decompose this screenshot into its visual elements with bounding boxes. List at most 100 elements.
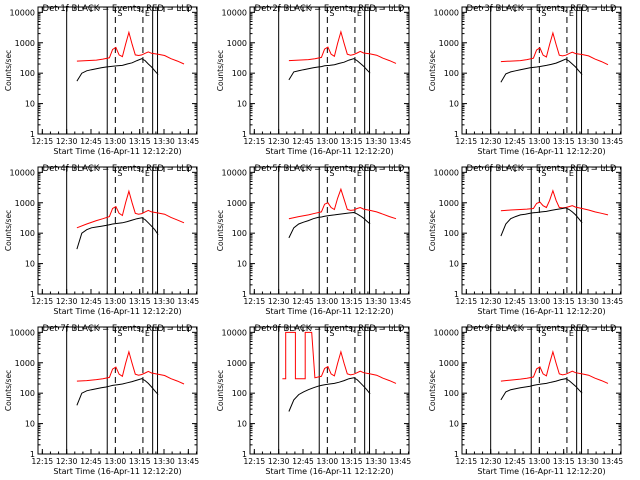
lld-series-line — [500, 349, 609, 384]
y-tick-label: 10000 — [434, 328, 459, 337]
end-marker-label: E — [145, 169, 150, 178]
plot-frame — [461, 166, 622, 295]
x-tick-label: 12:15 — [32, 297, 54, 306]
plot-frame — [37, 326, 198, 455]
x-tick-label: 12:30 — [56, 137, 78, 146]
y-tick-label: 1 — [242, 290, 247, 299]
plot-frame — [249, 326, 410, 455]
panel-title: Det 3f BLACK = Events, RED = LLD — [467, 4, 617, 14]
y-tick-label: 10 — [449, 420, 459, 429]
end-marker-label: E — [145, 329, 150, 338]
y-tick-label: 100 — [232, 69, 247, 78]
y-tick-label: 100 — [20, 389, 35, 398]
x-tick-label: 12:15 — [244, 137, 266, 146]
x-tick-label: 12:30 — [480, 137, 502, 146]
y-tick-label: 10 — [237, 260, 247, 269]
plot-frame — [249, 6, 410, 135]
y-tick-label: 1000 — [15, 359, 35, 368]
plot-frame — [249, 166, 410, 295]
y-axis-label: Counts/sec — [216, 210, 225, 251]
x-tick-label: 13:15 — [553, 297, 575, 306]
y-axis-label: Counts/sec — [4, 210, 13, 251]
end-marker-label: E — [569, 329, 574, 338]
x-tick-label: 13:00 — [529, 457, 551, 466]
y-tick-label: 10000 — [434, 168, 459, 177]
x-tick-label: 12:30 — [56, 457, 78, 466]
y-tick-label: 1000 — [439, 359, 459, 368]
x-tick-label: 13:15 — [341, 457, 363, 466]
y-tick-label: 1000 — [439, 39, 459, 48]
x-tick-label: 13:00 — [105, 297, 127, 306]
x-tick-label: 13:00 — [105, 137, 127, 146]
y-tick-label: 1000 — [15, 39, 35, 48]
y-tick-label: 100 — [444, 229, 459, 238]
events-series-line — [288, 211, 371, 239]
end-marker-label: E — [357, 329, 362, 338]
lld-series-line — [76, 189, 185, 229]
y-tick-label: 1000 — [439, 199, 459, 208]
y-tick-label: 1 — [242, 130, 247, 139]
y-tick-label: 10000 — [10, 328, 35, 337]
x-tick-label: 12:30 — [268, 297, 290, 306]
start-marker-label: S — [117, 329, 122, 338]
panel-title: Det 8f BLACK = Events, RED = LLD — [255, 324, 405, 334]
events-series-line — [288, 58, 371, 81]
panel-title: Det 4f BLACK = Events, RED = LLD — [43, 164, 193, 174]
x-tick-label: 12:30 — [480, 297, 502, 306]
plot-frame — [461, 6, 622, 135]
x-tick-label: 13:15 — [341, 137, 363, 146]
y-tick-label: 10 — [25, 100, 35, 109]
x-tick-label: 13:45 — [178, 297, 200, 306]
y-tick-label: 100 — [20, 229, 35, 238]
lld-series-line — [500, 31, 609, 66]
y-tick-label: 100 — [444, 389, 459, 398]
y-tick-label: 10000 — [10, 8, 35, 17]
x-tick-label: 13:15 — [553, 457, 575, 466]
x-tick-label: 12:30 — [268, 457, 290, 466]
x-tick-label: 12:30 — [268, 137, 290, 146]
x-axis-label: Start Time (16-Apr-11 12:12:20) — [477, 467, 605, 476]
y-tick-label: 10000 — [434, 8, 459, 17]
end-marker-label: E — [357, 169, 362, 178]
y-tick-label: 1 — [30, 450, 35, 459]
y-tick-label: 10 — [25, 420, 35, 429]
x-tick-label: 13:00 — [317, 457, 339, 466]
panel-1: 1 10 100 1000 10000 12:15 12:30 12:45 13:00 13:15… — [4, 4, 199, 156]
x-tick-label: 12:45 — [80, 137, 102, 146]
events-series-line — [76, 217, 159, 250]
y-tick-label: 10 — [449, 260, 459, 269]
x-tick-label: 12:15 — [244, 297, 266, 306]
x-axis-label: Start Time (16-Apr-11 12:12:20) — [265, 467, 393, 476]
y-tick-label: 100 — [20, 69, 35, 78]
start-marker-label: S — [329, 329, 334, 338]
end-marker-label: E — [569, 9, 574, 18]
x-tick-label: 13:00 — [529, 297, 551, 306]
lld-series-line — [288, 29, 397, 64]
panel-title: Det 7f BLACK = Events, RED = LLD — [43, 324, 193, 334]
y-tick-label: 10000 — [222, 168, 247, 177]
y-tick-label: 10000 — [222, 328, 247, 337]
y-tick-label: 1000 — [227, 359, 247, 368]
x-tick-label: 13:15 — [553, 137, 575, 146]
x-axis-label: Start Time (16-Apr-11 12:12:20) — [477, 307, 605, 316]
start-marker-label: S — [329, 9, 334, 18]
y-axis-label: Counts/sec — [4, 50, 13, 91]
x-tick-label: 13:45 — [602, 457, 624, 466]
y-tick-label: 1000 — [15, 199, 35, 208]
events-series-line — [500, 378, 583, 401]
events-series-line — [76, 378, 159, 406]
x-axis-label: Start Time (16-Apr-11 12:12:20) — [477, 147, 605, 156]
panel-4: 1 10 100 1000 10000 12:15 12:30 12:45 13:00 13:15… — [4, 164, 199, 316]
x-tick-label: 13:15 — [129, 137, 151, 146]
x-tick-label: 12:45 — [80, 457, 102, 466]
y-tick-label: 1 — [454, 450, 459, 459]
panel-title: Det 5f BLACK = Events, RED = LLD — [255, 164, 405, 174]
start-marker-label: S — [329, 169, 334, 178]
x-tick-label: 13:45 — [390, 137, 412, 146]
end-marker-label: E — [569, 169, 574, 178]
lld-series-line — [288, 187, 397, 220]
panel-7: 1 10 100 1000 10000 12:15 12:30 12:45 13:00 13:15… — [4, 324, 199, 476]
y-tick-label: 100 — [232, 389, 247, 398]
x-tick-label: 12:45 — [80, 297, 102, 306]
